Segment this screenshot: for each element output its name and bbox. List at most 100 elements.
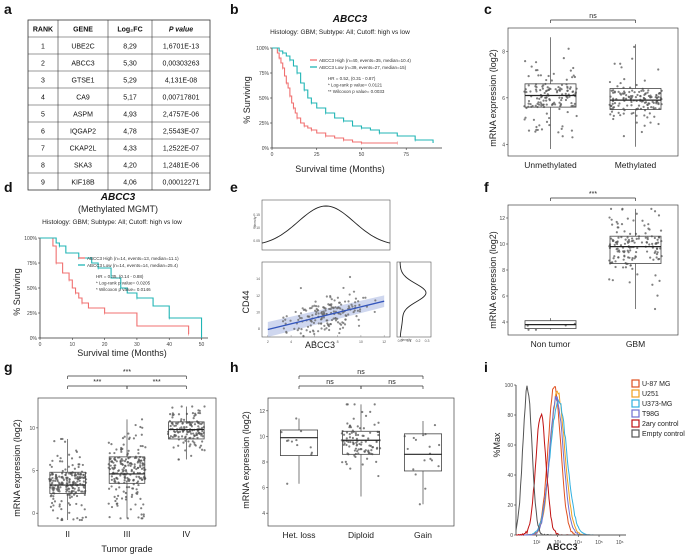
km-xtick-label: 50 bbox=[359, 152, 365, 158]
hist-ytick-label: 60 bbox=[507, 443, 513, 449]
km-xtick-label: 10 bbox=[70, 342, 76, 348]
box-data-point bbox=[191, 440, 194, 443]
scatter-point bbox=[333, 299, 336, 302]
box-data-point bbox=[572, 74, 575, 77]
box-data-point bbox=[557, 131, 560, 134]
scatter-point bbox=[330, 298, 333, 301]
box-data-point bbox=[139, 444, 142, 448]
box-data-point bbox=[169, 424, 172, 428]
box-data-point bbox=[560, 88, 563, 91]
box-data-point bbox=[543, 91, 546, 95]
box-data-point bbox=[121, 459, 124, 462]
box-g-ylabel: mRNA expression (log2) bbox=[12, 419, 22, 517]
box-data-point bbox=[617, 90, 620, 93]
box-data-point bbox=[198, 432, 202, 435]
box-data-point bbox=[655, 253, 659, 256]
scatter-point bbox=[322, 310, 325, 313]
box-data-point bbox=[655, 100, 658, 103]
box-data-point bbox=[348, 445, 351, 448]
box-data-point bbox=[184, 449, 187, 452]
box-data-point bbox=[539, 74, 543, 77]
box-data-point bbox=[547, 74, 550, 78]
box-data-point bbox=[134, 434, 137, 437]
box-data-point bbox=[532, 118, 536, 121]
box-data-point bbox=[124, 491, 127, 495]
box-data-point bbox=[629, 264, 632, 267]
box-category-label: IV bbox=[182, 529, 190, 539]
km-ytick-label: 75% bbox=[259, 71, 270, 77]
box-data-point bbox=[196, 436, 199, 439]
box-data-point bbox=[78, 479, 81, 482]
box-data-point bbox=[610, 89, 613, 92]
box-data-point bbox=[534, 61, 538, 64]
box-data-point bbox=[198, 446, 201, 449]
box-data-point bbox=[564, 98, 568, 102]
box-data-point bbox=[82, 485, 85, 488]
box-data-point bbox=[68, 496, 72, 499]
box-data-point bbox=[651, 100, 654, 103]
box-data-point bbox=[108, 487, 111, 490]
scatter-point bbox=[320, 312, 323, 315]
box-data-point bbox=[613, 62, 616, 65]
box-data-point bbox=[290, 440, 294, 443]
box-data-point bbox=[610, 104, 613, 108]
box-data-point bbox=[124, 495, 128, 499]
box-data-point bbox=[295, 438, 298, 442]
box-data-point bbox=[195, 432, 198, 435]
density-top-curve bbox=[261, 205, 391, 244]
box-data-point bbox=[80, 476, 83, 479]
scatter-point bbox=[358, 303, 361, 307]
panel-label-h: h bbox=[230, 359, 239, 375]
hist-ytick-label: 80 bbox=[507, 413, 513, 419]
box-data-point bbox=[141, 464, 144, 467]
box-data-point bbox=[131, 493, 134, 496]
box-data-point bbox=[142, 513, 145, 516]
box-data-point bbox=[438, 443, 441, 447]
scatter-point bbox=[315, 305, 318, 308]
box-data-point bbox=[367, 449, 370, 452]
scatter-point bbox=[342, 286, 345, 290]
box-data-point bbox=[118, 486, 121, 489]
box-data-point bbox=[617, 226, 620, 229]
hist-i-xlabel: ABCC3 bbox=[546, 542, 577, 552]
scatter-point bbox=[324, 309, 327, 312]
box-data-point bbox=[631, 256, 634, 260]
box-data-point bbox=[540, 128, 544, 131]
box-data-point bbox=[119, 462, 122, 465]
scatter-point bbox=[337, 306, 340, 309]
table-cell: 2 bbox=[41, 61, 45, 68]
box-data-point bbox=[68, 481, 71, 484]
box-data-point bbox=[127, 464, 130, 467]
box-data-point bbox=[608, 278, 611, 281]
box-data-point bbox=[622, 92, 625, 95]
box-data-point bbox=[181, 430, 185, 433]
box-data-point bbox=[299, 430, 303, 433]
km-d-subtitle: Histology: GBM; Subtype: All; Cutoff: hi… bbox=[42, 219, 182, 226]
box-data-point bbox=[348, 436, 352, 439]
box-data-point bbox=[65, 488, 68, 491]
box-data-point bbox=[647, 94, 650, 98]
box-data-point bbox=[110, 485, 113, 488]
box-data-point bbox=[565, 78, 568, 81]
box-data-point bbox=[558, 96, 561, 99]
box-data-point bbox=[644, 236, 647, 239]
box-data-point bbox=[54, 473, 58, 476]
box-data-point bbox=[82, 473, 85, 477]
box-data-point bbox=[539, 88, 542, 92]
box-data-point bbox=[348, 426, 351, 429]
box-data-point bbox=[612, 114, 615, 117]
box-data-point bbox=[180, 418, 183, 421]
box-category-label: II bbox=[65, 529, 70, 539]
box-data-point bbox=[130, 495, 133, 498]
box-data-point bbox=[537, 101, 540, 104]
table-cell: 4,78 bbox=[123, 129, 137, 136]
table-cell: KIF18B bbox=[71, 180, 95, 187]
box-data-point bbox=[618, 102, 621, 105]
box-data-point bbox=[52, 495, 55, 498]
box-data-point bbox=[367, 437, 370, 440]
box-data-point bbox=[643, 101, 647, 104]
significance-label: *** bbox=[93, 379, 101, 386]
table-cell: 2,5543E-07 bbox=[163, 129, 199, 136]
box-data-point bbox=[191, 405, 194, 408]
box-data-point bbox=[657, 122, 660, 126]
